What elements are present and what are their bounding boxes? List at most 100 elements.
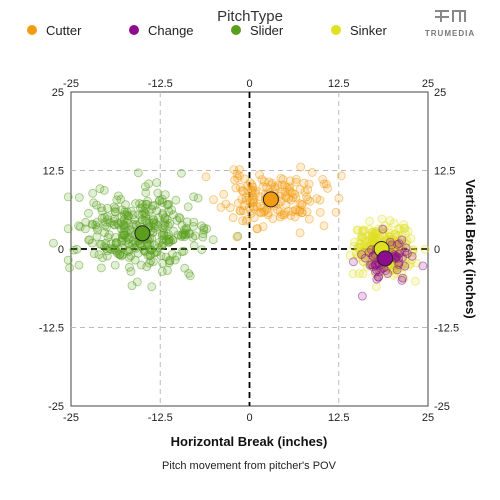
pitch-point bbox=[94, 250, 104, 260]
pitch-point bbox=[208, 235, 218, 245]
pitch-point bbox=[364, 248, 374, 258]
y-tick-label-right: 0 bbox=[434, 244, 440, 256]
pitch-point bbox=[235, 165, 244, 174]
pitch-point bbox=[374, 272, 384, 282]
chart-caption: Pitch movement from pitcher's POV bbox=[162, 460, 337, 472]
pitch-point bbox=[348, 257, 358, 267]
y-tick-label-right: 25 bbox=[434, 87, 446, 99]
pitch-point bbox=[65, 263, 74, 273]
pitch-point bbox=[378, 224, 388, 234]
pitch-point bbox=[400, 247, 410, 257]
x-tick-label-top: 25 bbox=[422, 78, 434, 90]
y-tick-label-left: -12.5 bbox=[39, 323, 64, 335]
pitch-point bbox=[197, 221, 207, 231]
x-tick-label-bottom: -12.5 bbox=[148, 412, 173, 424]
x-tick-label-top: -25 bbox=[63, 78, 79, 90]
pitch-point bbox=[74, 221, 83, 231]
pitch-point bbox=[255, 170, 264, 180]
pitch-point bbox=[348, 269, 358, 279]
pitch-point bbox=[193, 193, 203, 203]
mean-marker bbox=[377, 250, 394, 267]
pitch-point bbox=[242, 215, 252, 224]
pitch-point bbox=[177, 220, 187, 230]
pitch-point bbox=[349, 242, 359, 251]
pitch-point bbox=[331, 207, 341, 217]
pitch-point bbox=[185, 271, 195, 281]
x-tick-label-bottom: 12.5 bbox=[328, 412, 349, 424]
legend-swatch bbox=[27, 25, 37, 35]
pitch-point bbox=[143, 196, 153, 206]
pitch-point bbox=[144, 207, 154, 217]
pitch-point bbox=[305, 196, 315, 206]
x-tick-label-bottom: 0 bbox=[246, 412, 252, 424]
pitch-point bbox=[176, 168, 186, 178]
pitch-point bbox=[248, 195, 258, 205]
pitch-point bbox=[236, 206, 246, 216]
x-tick-label-bottom: 25 bbox=[422, 412, 434, 424]
pitch-point bbox=[291, 177, 301, 187]
legend-swatch bbox=[231, 25, 241, 35]
pitch-point bbox=[228, 213, 238, 223]
pitch-point bbox=[157, 267, 167, 276]
pitch-point bbox=[179, 246, 189, 256]
pitch-point bbox=[221, 199, 231, 209]
pitch-point bbox=[103, 232, 113, 242]
pitch-point bbox=[319, 221, 329, 231]
pitch-point bbox=[126, 267, 136, 276]
brand-name: TRUMEDIA bbox=[425, 29, 475, 38]
x-tick-label-top: -12.5 bbox=[148, 78, 173, 90]
legend-label: Slider bbox=[250, 23, 284, 38]
legend-swatch bbox=[129, 25, 139, 35]
pitch-point bbox=[147, 282, 157, 292]
pitch-point bbox=[277, 180, 287, 190]
legend-label: Sinker bbox=[350, 23, 388, 38]
pitch-point bbox=[216, 202, 226, 212]
pitch-point bbox=[74, 260, 84, 270]
pitch-point bbox=[131, 243, 141, 253]
pitch-point bbox=[412, 258, 421, 268]
pitch-point bbox=[189, 241, 199, 251]
pitch-point bbox=[266, 180, 276, 190]
y-tick-label-left: 12.5 bbox=[43, 166, 64, 178]
pitch-point bbox=[171, 195, 181, 205]
pitch-point bbox=[180, 263, 190, 273]
pitch-point bbox=[88, 188, 98, 198]
pitch-point bbox=[334, 193, 344, 203]
legend-swatch bbox=[331, 25, 341, 35]
pitch-point bbox=[74, 193, 84, 202]
pitch-point bbox=[295, 184, 305, 194]
pitch-point bbox=[170, 255, 180, 265]
pitch-point bbox=[147, 204, 156, 214]
pitch-point bbox=[263, 210, 273, 220]
pitch-point bbox=[280, 209, 289, 218]
pitch-point bbox=[410, 276, 420, 286]
pitch-point bbox=[142, 217, 152, 227]
pitch-point bbox=[354, 269, 364, 278]
legend-label: Cutter bbox=[46, 23, 82, 38]
pitch-point bbox=[105, 218, 115, 228]
pitch-point bbox=[181, 230, 191, 240]
pitch-point bbox=[365, 216, 375, 226]
pitch-point bbox=[92, 232, 102, 241]
pitch-point bbox=[358, 225, 368, 235]
pitch-point bbox=[198, 232, 208, 242]
y-tick-label-left: -25 bbox=[48, 401, 64, 413]
trumedia-logo: TRUMEDIA bbox=[425, 10, 475, 38]
pitch-point bbox=[110, 260, 120, 270]
pitch-point bbox=[201, 172, 211, 182]
pitch-point bbox=[307, 167, 317, 177]
pitch-point bbox=[315, 207, 325, 217]
pitch-point bbox=[392, 265, 402, 275]
pitch-point bbox=[149, 215, 159, 225]
pitch-point bbox=[148, 257, 158, 267]
pitch-point bbox=[49, 238, 58, 248]
pitch-point bbox=[137, 215, 147, 225]
y-tick-label-right: -25 bbox=[434, 401, 450, 413]
pitch-point bbox=[392, 240, 402, 249]
pitch-point bbox=[81, 217, 91, 227]
pitch-point bbox=[163, 199, 173, 209]
pitch-point bbox=[357, 250, 367, 259]
y-tick-label-left: 0 bbox=[58, 244, 64, 256]
